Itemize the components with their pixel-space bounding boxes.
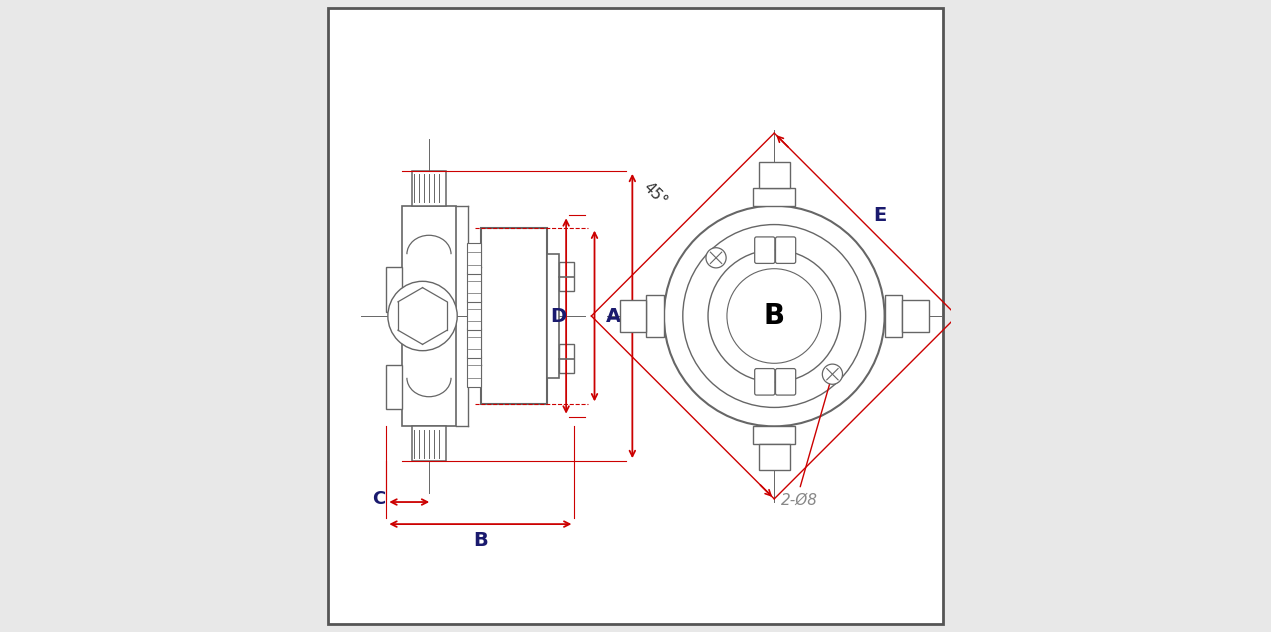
Bar: [468, 328, 480, 358]
Bar: [902, 300, 929, 332]
Bar: [558, 344, 574, 373]
FancyBboxPatch shape: [755, 237, 775, 264]
Bar: [620, 300, 646, 332]
Bar: [759, 444, 789, 470]
Circle shape: [705, 248, 726, 268]
Bar: [412, 171, 446, 205]
Bar: [468, 356, 480, 387]
Circle shape: [708, 250, 840, 382]
Bar: [468, 300, 480, 330]
Text: D: D: [643, 307, 660, 325]
Circle shape: [683, 224, 866, 408]
Text: E: E: [873, 206, 887, 225]
Circle shape: [388, 281, 458, 351]
Bar: [754, 188, 796, 205]
Bar: [754, 427, 796, 444]
Text: B: B: [764, 302, 784, 330]
Bar: [558, 262, 574, 291]
FancyBboxPatch shape: [775, 368, 796, 395]
Bar: [548, 254, 558, 378]
Circle shape: [727, 269, 821, 363]
Bar: [468, 243, 480, 274]
Text: B: B: [473, 531, 488, 550]
Text: 2-Ø8: 2-Ø8: [780, 493, 819, 508]
Text: A: A: [606, 307, 622, 325]
Bar: [759, 162, 789, 188]
Bar: [386, 365, 402, 409]
Bar: [386, 267, 402, 312]
FancyBboxPatch shape: [755, 368, 775, 395]
Bar: [468, 272, 480, 302]
Text: C: C: [372, 490, 386, 508]
Circle shape: [663, 205, 885, 427]
Text: D: D: [550, 307, 567, 325]
Bar: [402, 205, 456, 427]
Bar: [646, 295, 663, 337]
Bar: [480, 228, 548, 404]
Bar: [412, 427, 446, 461]
FancyBboxPatch shape: [775, 237, 796, 264]
Circle shape: [822, 364, 843, 384]
Bar: [885, 295, 902, 337]
Text: 45°: 45°: [639, 179, 670, 209]
